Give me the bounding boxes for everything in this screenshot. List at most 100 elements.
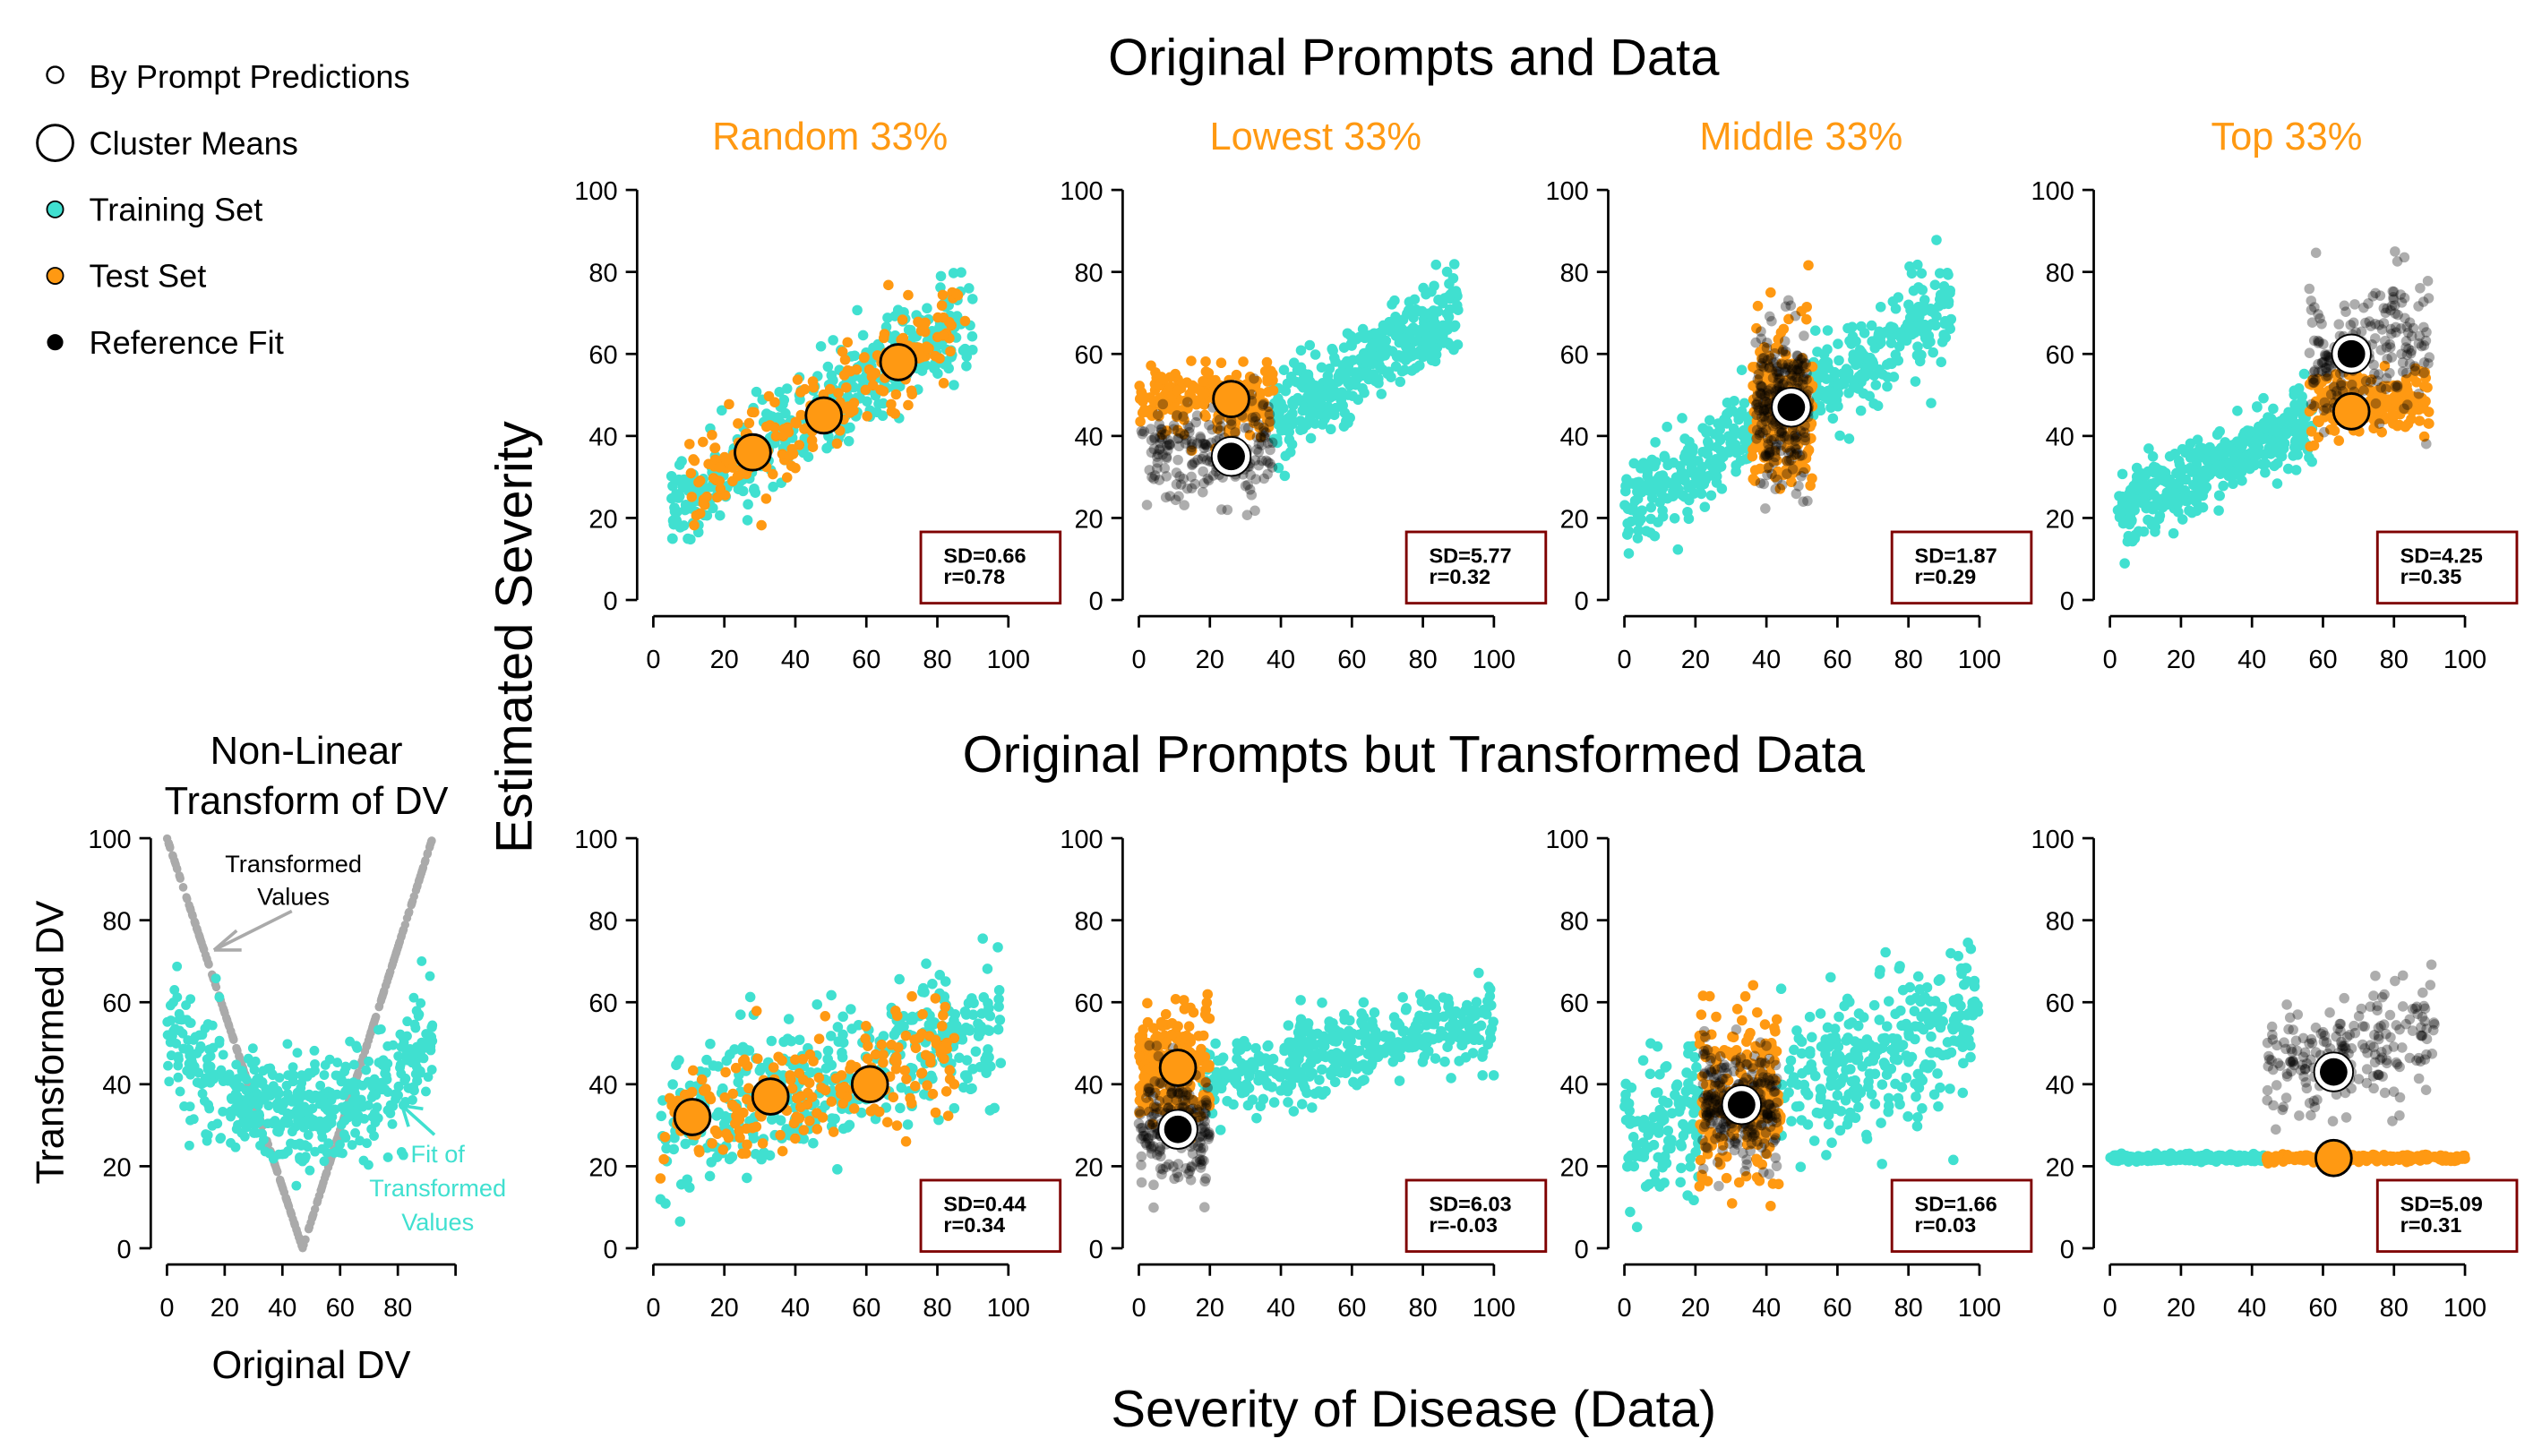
test-point — [659, 1132, 671, 1143]
reference-point — [1198, 477, 1209, 489]
training-point — [1464, 1014, 1476, 1025]
training-point — [1400, 1004, 1412, 1015]
training-point — [1631, 1221, 1643, 1233]
training-point — [708, 502, 718, 514]
training-point — [685, 534, 696, 545]
training-point — [766, 1035, 777, 1047]
training-point — [956, 267, 966, 278]
reference-point — [1760, 415, 1772, 426]
training-point — [2279, 412, 2290, 424]
training-point — [2258, 392, 2269, 404]
x-tick-label: 40 — [1267, 646, 1295, 674]
reference-point — [1181, 483, 1193, 494]
points — [1133, 967, 1499, 1213]
training-point — [1421, 345, 1432, 356]
y-tick-label: 0 — [603, 1236, 617, 1264]
test-point — [808, 381, 820, 393]
y-tick-label: 20 — [588, 1153, 617, 1182]
training-point — [803, 451, 814, 462]
reference-point — [1267, 437, 1278, 449]
training-point — [943, 363, 954, 374]
training-point — [1378, 325, 1389, 336]
test-point — [747, 1122, 758, 1134]
training-point — [713, 1107, 725, 1118]
training-point — [1912, 259, 1923, 270]
training-point — [1488, 1070, 1499, 1081]
training-point — [1448, 259, 1460, 270]
training-point — [1662, 421, 1672, 433]
reference-point — [2349, 299, 2360, 310]
test-point — [768, 468, 778, 480]
reference-point — [2310, 247, 2322, 259]
training-point — [743, 499, 753, 510]
reference-point — [1195, 1156, 1206, 1168]
training-point — [1678, 490, 1688, 501]
training-point — [1846, 338, 1857, 349]
test-point — [683, 439, 695, 450]
training-point — [974, 1024, 984, 1036]
training-point — [1621, 474, 1632, 484]
training-point — [1323, 379, 1335, 390]
training-point — [2266, 434, 2277, 446]
reference-point — [1207, 424, 1218, 435]
test-point — [2333, 435, 2345, 446]
test-point — [833, 388, 844, 398]
test-point — [922, 1080, 932, 1091]
training-point — [1292, 392, 1303, 404]
test-point — [794, 1067, 805, 1079]
y-tick-label: 20 — [1560, 1153, 1589, 1182]
test-point — [937, 289, 949, 301]
cluster-mean-reference-core — [2337, 339, 2366, 368]
y-tick-label: 0 — [2060, 587, 2074, 616]
test-point — [1749, 465, 1761, 475]
training-point — [977, 933, 988, 944]
test-point — [2312, 415, 2323, 426]
training-point — [1876, 1118, 1886, 1128]
training-point — [1345, 338, 1357, 349]
training-point — [1739, 398, 1750, 409]
test-point — [944, 1074, 956, 1085]
cluster-mean-reference-core — [1217, 442, 1245, 471]
training-point — [2131, 471, 2143, 483]
test-point — [794, 1113, 805, 1124]
test-point — [938, 378, 949, 389]
reference-point — [1250, 415, 1261, 427]
test-point — [1801, 313, 1812, 325]
x-tick-label: 0 — [646, 646, 660, 674]
training-point — [1802, 1089, 1814, 1101]
training-point — [1359, 387, 1370, 398]
training-point — [1431, 328, 1443, 338]
test-point — [782, 422, 794, 433]
cluster-mean-test — [734, 433, 772, 472]
y-tick-label: 80 — [1074, 260, 1103, 288]
training-point — [1357, 323, 1369, 335]
training-point — [1822, 325, 1834, 336]
reference-point — [1136, 1160, 1146, 1170]
training-point — [921, 958, 932, 969]
training-point — [667, 480, 678, 492]
training-point — [1477, 1051, 1488, 1062]
test-point — [945, 346, 956, 357]
y-tick-label: 40 — [1560, 1072, 1589, 1101]
reference-point — [1143, 1086, 1154, 1098]
training-point — [1730, 459, 1742, 471]
training-point — [1890, 349, 1902, 360]
training-point — [1645, 501, 1657, 513]
x-tick-label: 0 — [1618, 1294, 1632, 1323]
y-tick-label: 60 — [2046, 341, 2074, 370]
reference-point — [1265, 416, 1275, 427]
training-point — [1869, 342, 1880, 354]
reference-point — [2392, 381, 2403, 393]
training-point — [1400, 1035, 1412, 1047]
reference-point — [1802, 495, 1813, 507]
training-point — [1841, 365, 1852, 377]
reference-point — [2373, 369, 2384, 380]
test-point — [899, 1065, 911, 1076]
x-tick-label: 100 — [1958, 646, 2001, 674]
test-point — [878, 332, 889, 344]
training-point — [655, 1194, 666, 1205]
reference-point — [2309, 365, 2321, 376]
reference-point — [1782, 364, 1792, 375]
training-point — [768, 481, 778, 492]
training-point — [2289, 385, 2300, 397]
